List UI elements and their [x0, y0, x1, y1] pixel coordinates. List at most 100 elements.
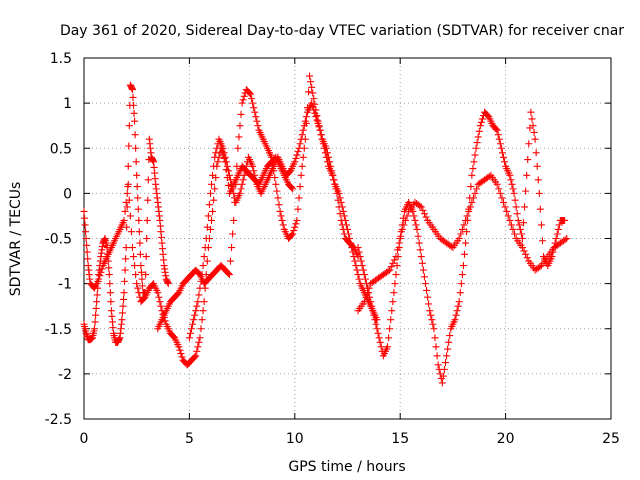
data-point [440, 365, 448, 373]
data-point [421, 280, 429, 288]
data-point [211, 185, 219, 193]
data-point [509, 185, 517, 193]
data-point [275, 201, 283, 209]
data-point [130, 109, 138, 117]
data-point [309, 103, 317, 111]
data-point [476, 122, 484, 130]
data-point [305, 88, 313, 96]
data-point [211, 153, 219, 161]
data-point [105, 271, 113, 279]
data-point [531, 135, 539, 143]
data-point [185, 334, 193, 342]
data-point [415, 239, 423, 247]
data-point [292, 220, 300, 228]
data-point [274, 194, 282, 202]
data-point [223, 162, 231, 170]
y-tick-label: -2 [58, 367, 72, 383]
data-point [364, 289, 372, 297]
data-point [532, 149, 540, 157]
data-point [238, 99, 246, 107]
data-point [425, 300, 433, 308]
data-point [355, 275, 363, 283]
data-point [424, 293, 432, 301]
data-point [447, 242, 455, 250]
data-point [221, 153, 229, 161]
data-point [360, 271, 368, 279]
data-point [361, 275, 369, 283]
data-point [499, 153, 507, 161]
data-point [355, 248, 363, 256]
data-point [212, 149, 220, 157]
data-point [458, 271, 466, 279]
data-point [199, 307, 207, 315]
data-point [236, 189, 244, 197]
data-point [126, 212, 134, 220]
series-track-1 [80, 81, 172, 346]
data-point [239, 96, 247, 104]
data-point [367, 298, 375, 306]
data-point [135, 289, 143, 297]
data-point [417, 203, 425, 211]
data-point [356, 253, 364, 261]
data-point [444, 345, 452, 353]
data-point [529, 122, 537, 130]
data-point [164, 280, 172, 288]
data-point [296, 183, 304, 191]
data-point [106, 289, 114, 297]
data-point [227, 257, 235, 265]
data-point [452, 311, 460, 319]
data-point [514, 216, 522, 224]
data-point [132, 144, 140, 152]
data-point [134, 194, 142, 202]
x-axis-label: GPS time / hours [288, 459, 405, 475]
data-point [534, 176, 542, 184]
data-point [277, 212, 285, 220]
data-point [194, 298, 202, 306]
data-point [427, 311, 435, 319]
data-point [403, 212, 411, 220]
data-point [443, 352, 451, 360]
data-point [209, 171, 217, 179]
data-point [310, 106, 318, 114]
data-point [377, 343, 385, 351]
data-point [197, 277, 205, 285]
data-point [130, 101, 138, 109]
data-point [466, 203, 474, 211]
data-point [468, 198, 476, 206]
data-point [508, 180, 516, 188]
data-point [200, 298, 208, 306]
data-point [442, 359, 450, 367]
data-point [83, 248, 91, 256]
data-point [189, 320, 197, 328]
series-track-4 [185, 99, 362, 342]
data-point [290, 227, 298, 235]
data-point [157, 302, 165, 310]
data-point [107, 298, 115, 306]
data-point [426, 307, 434, 315]
data-point [144, 176, 152, 184]
data-point [362, 293, 370, 301]
data-point [137, 262, 145, 270]
data-point [392, 253, 400, 261]
data-point [335, 203, 343, 211]
data-point [433, 352, 441, 360]
data-point [555, 221, 563, 229]
data-point [133, 183, 141, 191]
data-point [224, 167, 232, 175]
data-point [208, 180, 216, 188]
data-point [122, 255, 130, 263]
data-point [340, 230, 348, 238]
data-point [522, 187, 530, 195]
data-point [457, 230, 465, 238]
data-point [513, 210, 521, 218]
data-point [98, 265, 106, 273]
x-tick-label: 10 [286, 431, 304, 447]
data-point [252, 113, 260, 121]
data-point [465, 207, 473, 215]
data-point [419, 266, 427, 274]
data-point [233, 162, 241, 170]
data-point [507, 176, 515, 184]
data-point [428, 316, 436, 324]
data-point [523, 254, 531, 262]
data-point [475, 127, 483, 135]
